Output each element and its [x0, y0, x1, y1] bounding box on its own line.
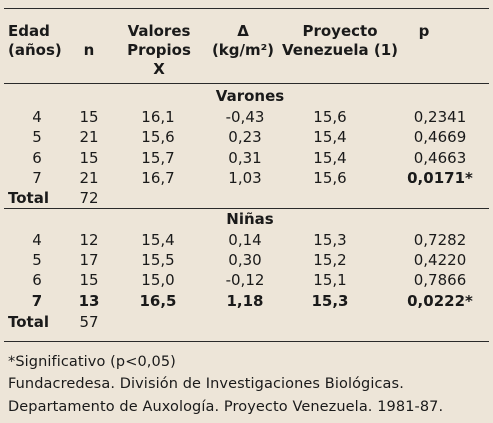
cell-n: 12 [79, 231, 99, 249]
cell-edad: 4 [32, 231, 42, 249]
cell-p-significant: 0,0171* [407, 169, 473, 187]
header-edad: Edad (años) [8, 22, 64, 60]
cell-delta: 1,03 [228, 169, 262, 187]
cell-delta: 1,18 [226, 292, 264, 310]
footnote-department: Departamento de Auxología. Proyecto Vene… [8, 399, 444, 415]
cell-delta: 0,14 [228, 231, 262, 249]
footnote-significance: *Significativo (p<0,05) [8, 354, 176, 370]
header-valores-line1: Valores [127, 22, 191, 40]
cell-delta: -0,43 [225, 108, 265, 126]
section-varones: Varones [215, 87, 285, 105]
cell-p: 0,4663 [413, 149, 467, 167]
cell-valor: 15,5 [141, 251, 175, 269]
cell-proyecto: 15,6 [313, 169, 347, 187]
cell-n: 21 [79, 128, 99, 146]
cell-edad: 6 [32, 271, 42, 289]
cell-delta: 0,31 [228, 149, 262, 167]
header-valores-line2: Propios [127, 41, 191, 59]
cell-valor: 16,1 [141, 108, 175, 126]
cell-edad: 6 [32, 149, 42, 167]
cell-n: 21 [79, 169, 99, 187]
total-n: 72 [79, 189, 99, 207]
cell-edad: 5 [32, 251, 42, 269]
header-delta-line1: Δ [237, 22, 249, 40]
cell-edad: 5 [32, 128, 42, 146]
header-proyecto-line2: Venezuela (1) [281, 41, 399, 59]
cell-delta: -0,12 [225, 271, 265, 289]
cell-p-significant: 0,0222* [407, 292, 473, 310]
header-edad-line2: (años) [8, 41, 62, 59]
total-n: 57 [79, 313, 99, 331]
header-delta: Δ (kg/m²) [203, 22, 283, 60]
cell-proyecto: 15,3 [313, 231, 347, 249]
cell-valor: 16,7 [141, 169, 175, 187]
cell-edad: 7 [31, 292, 43, 310]
cell-p: 0,2341 [413, 108, 467, 126]
header-edad-line1: Edad [8, 22, 50, 40]
total-label: Total [8, 189, 49, 207]
header-n: n [83, 41, 95, 59]
header-rule [4, 83, 489, 84]
cell-p: 0,7282 [413, 231, 467, 249]
cell-p: 0,7866 [413, 271, 467, 289]
cell-valor: 15,6 [141, 128, 175, 146]
cell-valor: 15,4 [141, 231, 175, 249]
cell-proyecto: 15,4 [313, 128, 347, 146]
header-proyecto: Proyecto Venezuela (1) [278, 22, 402, 60]
cell-proyecto: 15,1 [313, 271, 347, 289]
cell-proyecto: 15,3 [311, 292, 349, 310]
cell-valor: 16,5 [139, 292, 177, 310]
top-rule [4, 8, 489, 9]
cell-p: 0,4669 [413, 128, 467, 146]
header-proyecto-line1: Proyecto [302, 22, 378, 40]
cell-edad: 4 [32, 108, 42, 126]
cell-n: 17 [79, 251, 99, 269]
header-valores-line3: X [153, 60, 165, 78]
cell-p: 0,4220 [413, 251, 467, 269]
cell-proyecto: 15,4 [313, 149, 347, 167]
section-rule [4, 208, 489, 209]
cell-delta: 0,30 [228, 251, 262, 269]
cell-valor: 15,7 [141, 149, 175, 167]
cell-n: 15 [79, 149, 99, 167]
cell-proyecto: 15,6 [313, 108, 347, 126]
cell-edad: 7 [32, 169, 42, 187]
cell-n: 13 [78, 292, 100, 310]
bottom-rule [4, 341, 489, 342]
header-delta-line2: (kg/m²) [211, 41, 275, 59]
header-p: p [418, 22, 430, 40]
cell-proyecto: 15,2 [313, 251, 347, 269]
cell-valor: 15,0 [141, 271, 175, 289]
cell-delta: 0,23 [228, 128, 262, 146]
header-valores: Valores Propios X [118, 22, 200, 79]
cell-n: 15 [79, 108, 99, 126]
footnote-source: Fundacredesa. División de Investigacione… [8, 376, 404, 392]
section-ninas: Niñas [226, 210, 274, 228]
total-label: Total [8, 313, 49, 331]
cell-n: 15 [79, 271, 99, 289]
